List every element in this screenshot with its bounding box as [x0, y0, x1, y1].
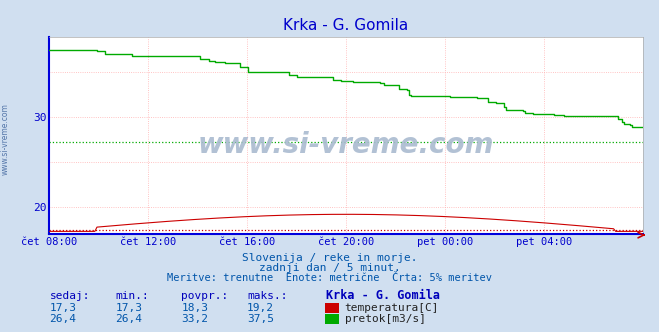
Text: 26,4: 26,4: [49, 314, 76, 324]
Text: 17,3: 17,3: [49, 303, 76, 313]
Text: zadnji dan / 5 minut.: zadnji dan / 5 minut.: [258, 263, 401, 273]
Text: min.:: min.:: [115, 291, 149, 301]
Text: povpr.:: povpr.:: [181, 291, 229, 301]
Text: 19,2: 19,2: [247, 303, 274, 313]
Text: Meritve: trenutne  Enote: metrične  Črta: 5% meritev: Meritve: trenutne Enote: metrične Črta: …: [167, 273, 492, 283]
Text: 37,5: 37,5: [247, 314, 274, 324]
Text: 17,3: 17,3: [115, 303, 142, 313]
Text: Krka - G. Gomila: Krka - G. Gomila: [326, 290, 440, 302]
Text: maks.:: maks.:: [247, 291, 287, 301]
Text: 26,4: 26,4: [115, 314, 142, 324]
Text: pretok[m3/s]: pretok[m3/s]: [345, 314, 426, 324]
Text: temperatura[C]: temperatura[C]: [345, 303, 439, 313]
Text: www.si-vreme.com: www.si-vreme.com: [198, 131, 494, 159]
Text: 33,2: 33,2: [181, 314, 208, 324]
Text: sedaj:: sedaj:: [49, 291, 90, 301]
Text: 18,3: 18,3: [181, 303, 208, 313]
Text: www.si-vreme.com: www.si-vreme.com: [1, 104, 10, 175]
Title: Krka - G. Gomila: Krka - G. Gomila: [283, 18, 409, 33]
Text: Slovenija / reke in morje.: Slovenija / reke in morje.: [242, 253, 417, 263]
